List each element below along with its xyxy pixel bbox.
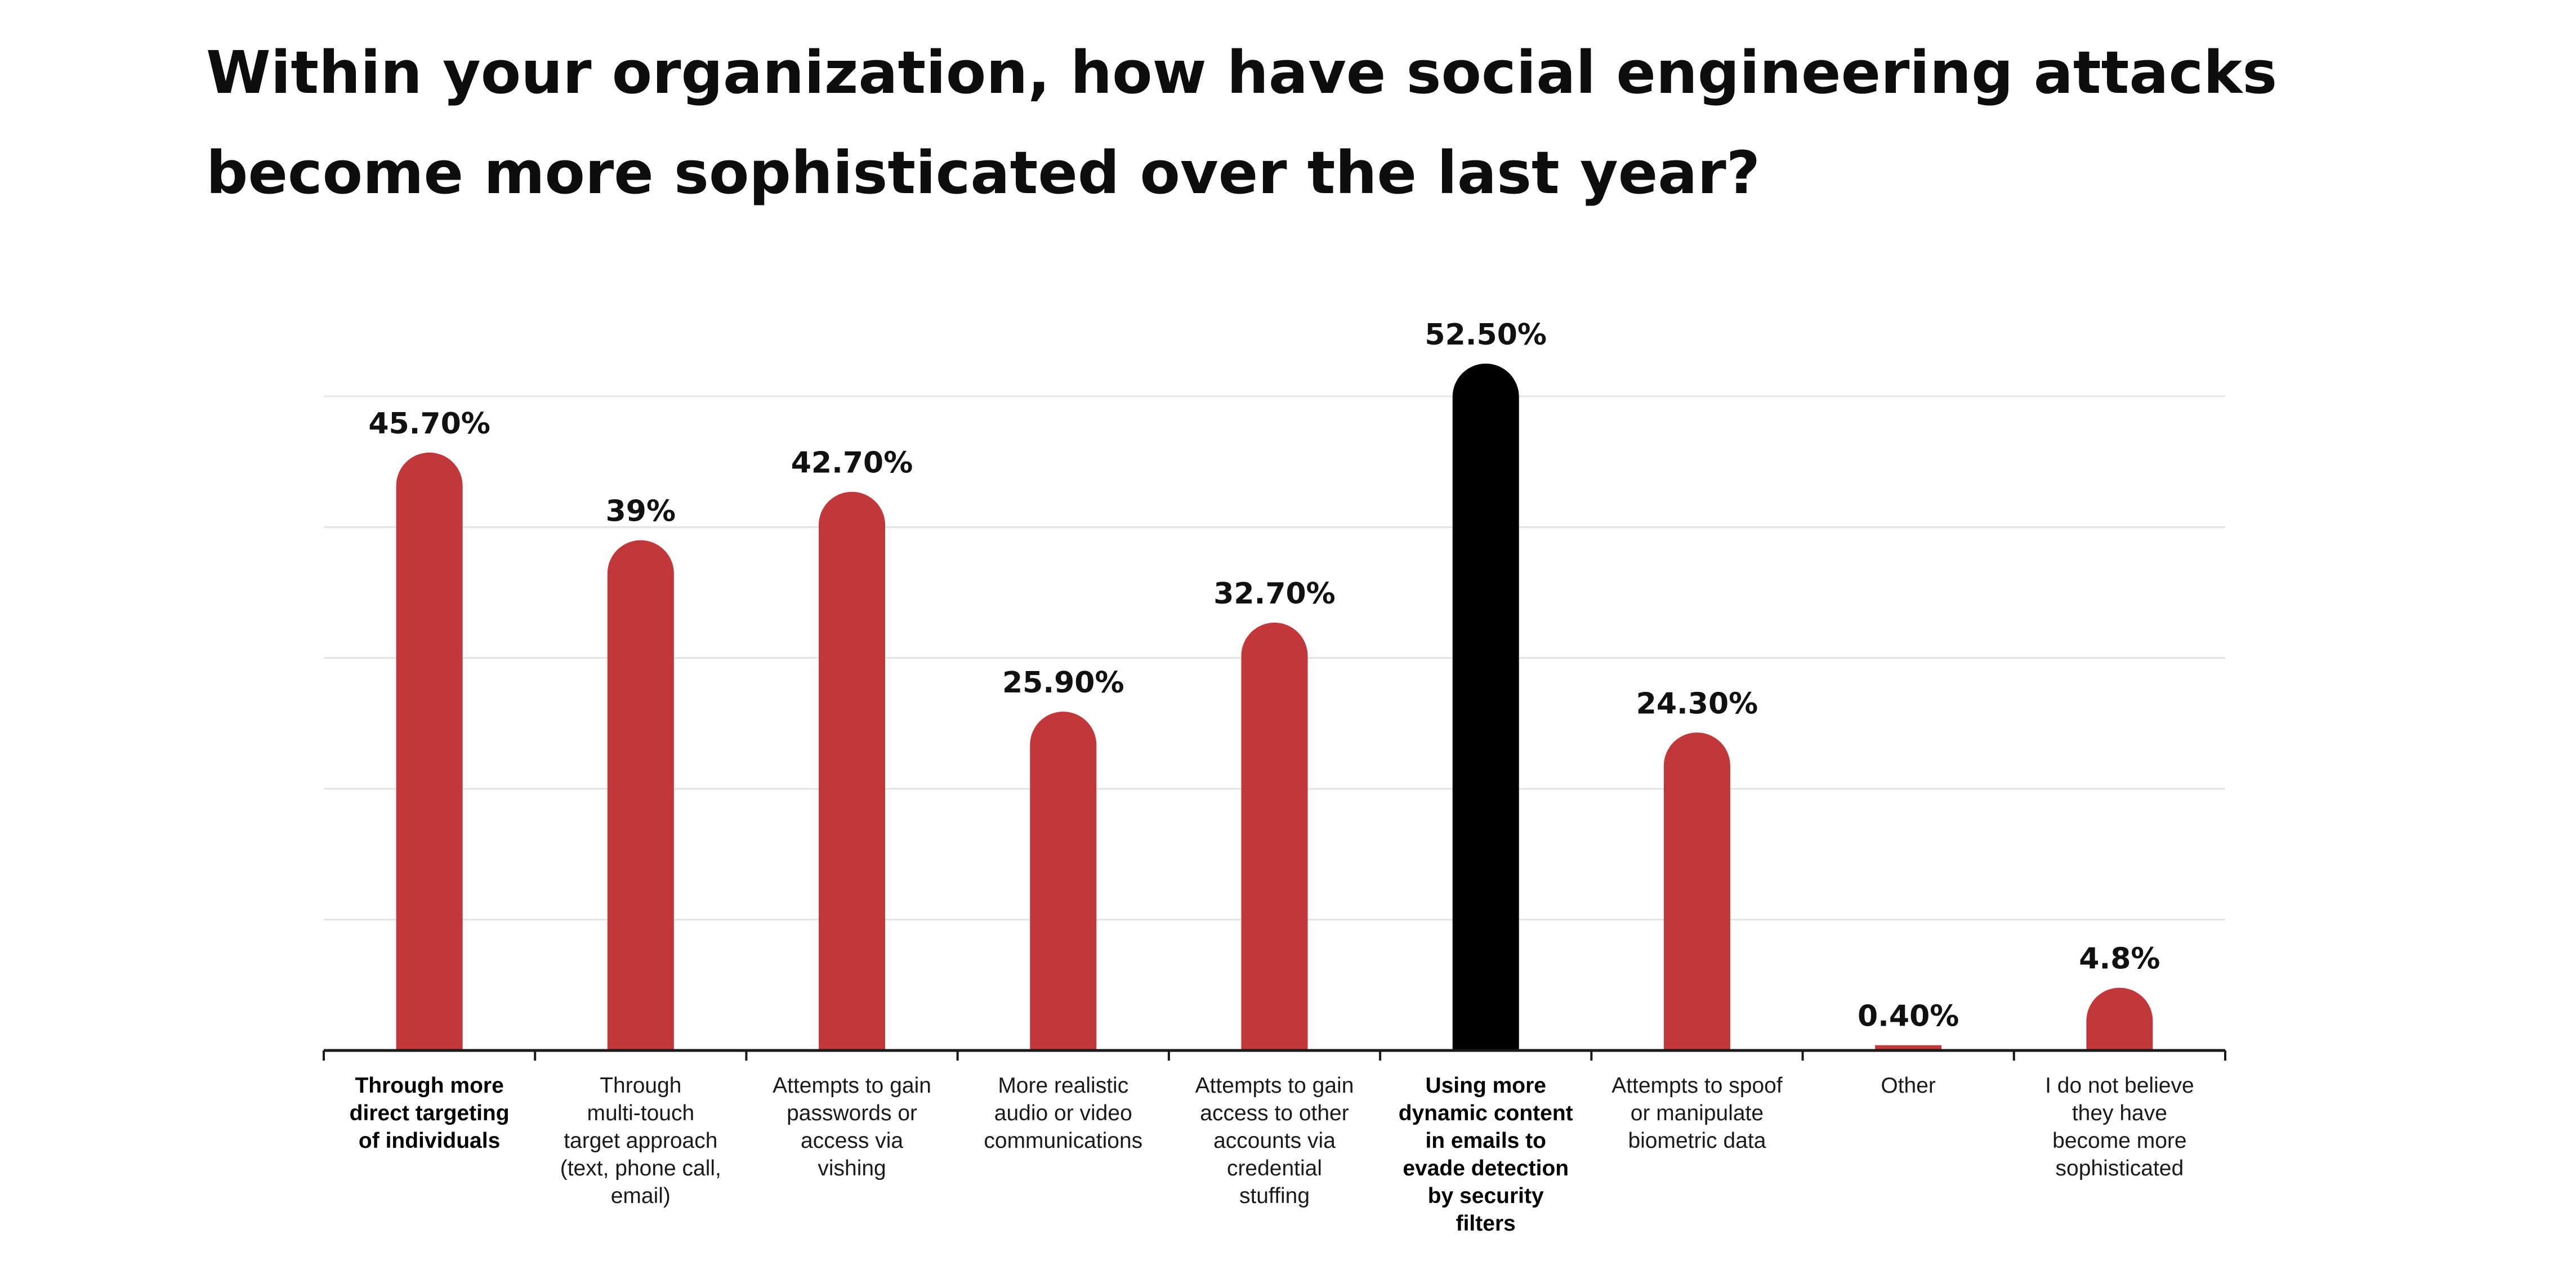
value-labels: 45.70% 39% 42.70% 25.90% 32.70% 52.50% 24.30% 0…	[368, 318, 2160, 1034]
category-label: Using more dynamic content in emails to …	[1398, 1074, 1573, 1236]
data-label: 39%	[606, 495, 676, 529]
data-label: 42.70%	[791, 446, 913, 480]
category-label: Other	[1881, 1074, 1936, 1098]
category-label: Attempts to gain passwords or access via…	[773, 1074, 931, 1180]
bar	[2086, 987, 2153, 1050]
category-label: Through multi-touch target approach (tex…	[560, 1074, 721, 1208]
x-axis	[323, 1049, 2226, 1061]
data-label: 24.30%	[1636, 687, 1758, 721]
category-label: More realistic audio or video communicat…	[984, 1074, 1143, 1153]
category-label: I do not believe they have become more s…	[2045, 1074, 2194, 1180]
data-label: 32.70%	[1213, 577, 1336, 611]
bar	[1241, 623, 1308, 1050]
bars	[396, 363, 2153, 1050]
bar	[819, 491, 886, 1050]
bar	[607, 540, 674, 1050]
data-label: 25.90%	[1002, 666, 1124, 700]
bar	[1663, 732, 1730, 1050]
chart-title: Within your organization, how have socia…	[206, 38, 2278, 207]
category-label: Attempts to gain access to other account…	[1195, 1074, 1354, 1208]
category-label: Attempts to spoof or manipulate biometri…	[1611, 1074, 1783, 1153]
data-label: 45.70%	[368, 407, 490, 441]
category-label: Through more direct targeting of individ…	[349, 1074, 510, 1153]
bar	[1875, 1045, 1942, 1050]
bar	[1452, 363, 1519, 1050]
data-label: 0.40%	[1858, 1000, 1959, 1034]
data-label: 52.50%	[1425, 318, 1547, 352]
bar	[396, 452, 463, 1050]
data-label: 4.8%	[2079, 942, 2160, 976]
bar	[1030, 712, 1097, 1050]
